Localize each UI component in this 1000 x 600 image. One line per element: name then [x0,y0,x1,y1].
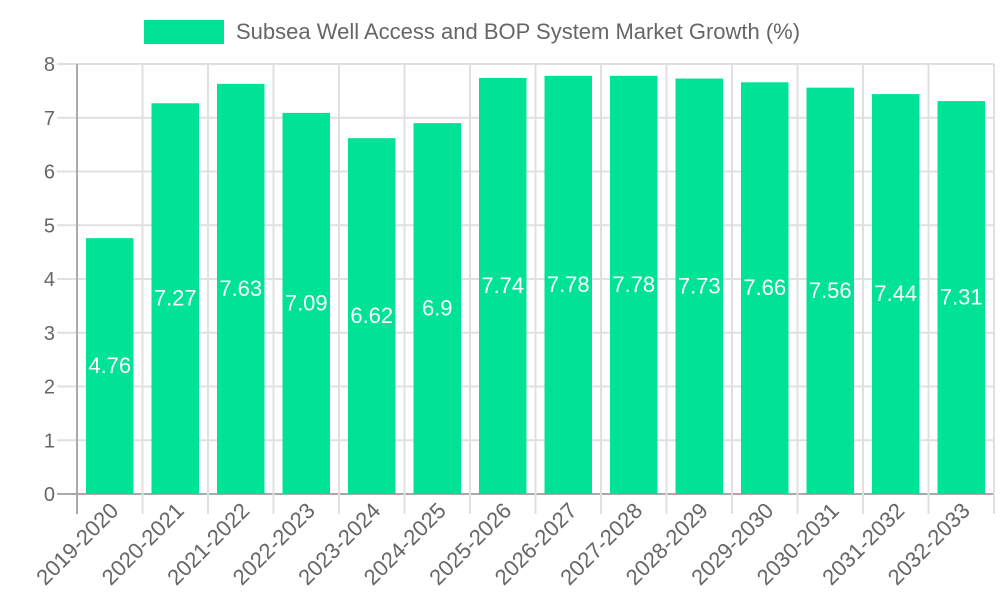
bar-value-label: 7.78 [547,272,590,297]
bar-value-label: 4.76 [88,353,131,378]
bar[interactable] [217,83,265,494]
y-tick-label: 8 [44,54,55,76]
bar[interactable] [348,138,396,495]
y-tick-label: 1 [44,430,55,452]
bar[interactable] [610,75,658,494]
legend-label[interactable]: Subsea Well Access and BOP System Market… [236,19,801,44]
y-tick-label: 3 [44,323,55,345]
bar[interactable] [806,87,855,495]
bar-value-label: 7.66 [743,275,786,300]
bar-value-label: 6.9 [422,296,453,321]
bar-value-label: 7.73 [678,273,721,298]
bar[interactable] [413,123,462,494]
bar-value-label: 7.31 [940,285,983,310]
y-tick-label: 2 [44,377,55,399]
bar[interactable] [937,101,986,495]
y-tick-label: 4 [44,269,55,291]
bar[interactable] [86,238,134,494]
bar[interactable] [872,94,920,494]
bar-value-label: 7.78 [612,272,655,297]
bar[interactable] [151,103,200,495]
y-tick-label: 5 [44,215,55,237]
bar[interactable] [741,82,789,495]
bar[interactable] [675,78,724,494]
legend-swatch[interactable] [144,20,224,44]
bar-value-label: 7.44 [874,281,917,306]
y-tick-label: 6 [44,162,55,184]
bar[interactable] [544,75,593,494]
bar-value-label: 7.74 [481,273,524,298]
y-tick-label: 0 [44,484,55,506]
bar-value-label: 6.62 [350,303,393,328]
bar-value-label: 7.63 [219,276,262,301]
bar[interactable] [479,77,527,494]
bar-value-label: 7.27 [154,286,197,311]
bar-value-label: 7.56 [809,278,852,303]
y-tick-label: 7 [44,108,55,130]
bar-value-label: 7.09 [285,290,328,315]
bar[interactable] [282,112,331,494]
